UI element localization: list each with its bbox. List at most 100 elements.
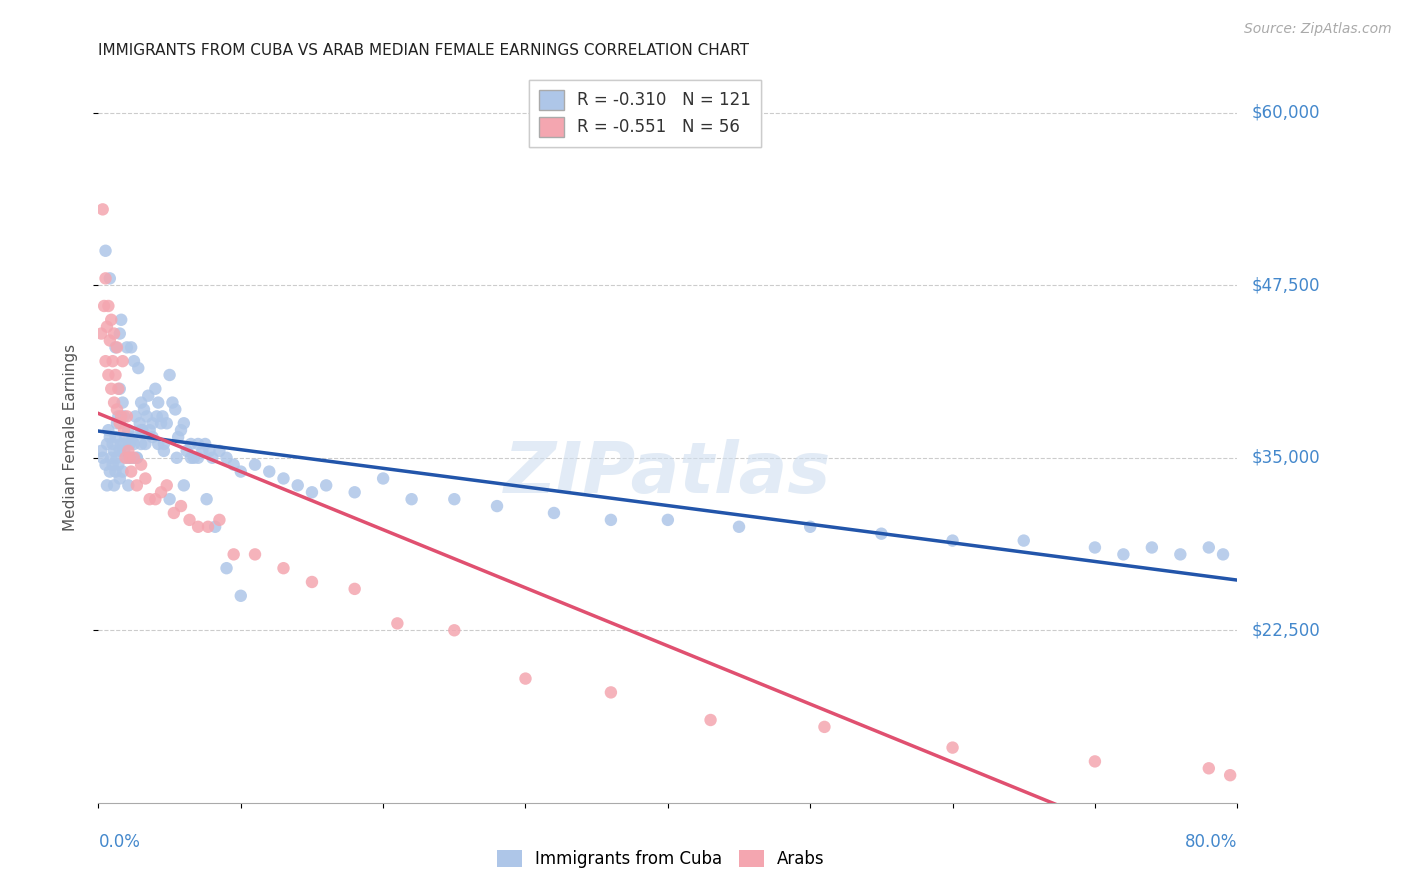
Point — [114, 450, 136, 465]
Point — [201, 450, 224, 465]
Point — [343, 485, 366, 500]
Text: $60,000: $60,000 — [1251, 103, 1320, 122]
Point — [443, 492, 465, 507]
Point — [166, 450, 188, 465]
Text: IMMIGRANTS FROM CUBA VS ARAB MEDIAN FEMALE EARNINGS CORRELATION CHART: IMMIGRANTS FROM CUBA VS ARAB MEDIAN FEMA… — [98, 43, 749, 58]
Point — [315, 478, 337, 492]
Point — [156, 417, 179, 431]
Point — [91, 202, 114, 217]
Point — [127, 361, 149, 376]
Text: $22,500: $22,500 — [1251, 622, 1320, 640]
Point — [114, 430, 136, 444]
Point — [179, 513, 201, 527]
Point — [110, 409, 132, 424]
Point — [125, 450, 148, 465]
Text: ZIPatlas: ZIPatlas — [505, 439, 831, 508]
Point — [112, 409, 135, 424]
Point — [122, 354, 145, 368]
Point — [104, 340, 127, 354]
Point — [301, 574, 323, 589]
Point — [101, 458, 124, 472]
Point — [173, 417, 195, 431]
Point — [128, 417, 150, 431]
Point — [301, 485, 323, 500]
Point — [97, 299, 120, 313]
Point — [98, 430, 121, 444]
Point — [728, 520, 751, 534]
Point — [1219, 768, 1241, 782]
Point — [146, 409, 169, 424]
Point — [150, 417, 173, 431]
Point — [942, 740, 965, 755]
Point — [117, 443, 139, 458]
Point — [121, 450, 143, 465]
Point — [138, 423, 160, 437]
Text: $47,500: $47,500 — [1251, 277, 1320, 294]
Point — [229, 465, 252, 479]
Point — [191, 443, 214, 458]
Point — [90, 326, 112, 341]
Point — [699, 713, 721, 727]
Point — [115, 340, 138, 354]
Point — [111, 395, 134, 409]
Point — [93, 299, 115, 313]
Point — [97, 368, 120, 382]
Point — [100, 450, 122, 465]
Point — [180, 437, 202, 451]
Point — [115, 409, 138, 424]
Point — [111, 465, 134, 479]
Point — [243, 458, 266, 472]
Point — [110, 312, 132, 326]
Point — [600, 685, 623, 699]
Point — [167, 430, 190, 444]
Point — [117, 423, 139, 437]
Point — [222, 458, 245, 472]
Point — [170, 499, 193, 513]
Point — [141, 417, 163, 431]
Point — [148, 437, 170, 451]
Point — [195, 492, 218, 507]
Point — [150, 485, 173, 500]
Point — [100, 312, 122, 326]
Point — [111, 354, 134, 368]
Point — [138, 492, 160, 507]
Point — [100, 382, 122, 396]
Point — [105, 402, 128, 417]
Point — [163, 506, 186, 520]
Point — [132, 402, 155, 417]
Point — [94, 458, 117, 472]
Point — [108, 382, 131, 396]
Point — [1112, 548, 1135, 562]
Point — [187, 450, 209, 465]
Point — [118, 450, 141, 465]
Point — [107, 458, 129, 472]
Point — [373, 471, 395, 485]
Point — [159, 492, 181, 507]
Point — [101, 354, 124, 368]
Point — [170, 423, 193, 437]
Point — [215, 450, 238, 465]
Point — [121, 430, 143, 444]
Point — [101, 437, 124, 451]
Point — [120, 465, 142, 479]
Point — [104, 368, 127, 382]
Point — [187, 437, 209, 451]
Point — [129, 458, 152, 472]
Point — [273, 471, 295, 485]
Point — [134, 437, 156, 451]
Point — [153, 437, 176, 451]
Point — [343, 582, 366, 596]
Point — [108, 443, 131, 458]
Text: $35,000: $35,000 — [1251, 449, 1320, 467]
Point — [107, 409, 129, 424]
Text: Source: ZipAtlas.com: Source: ZipAtlas.com — [1244, 22, 1392, 37]
Point — [94, 244, 117, 258]
Point — [108, 417, 131, 431]
Point — [273, 561, 295, 575]
Point — [222, 548, 245, 562]
Point — [103, 478, 125, 492]
Point — [486, 499, 509, 513]
Point — [98, 334, 121, 348]
Point — [110, 437, 132, 451]
Point — [942, 533, 965, 548]
